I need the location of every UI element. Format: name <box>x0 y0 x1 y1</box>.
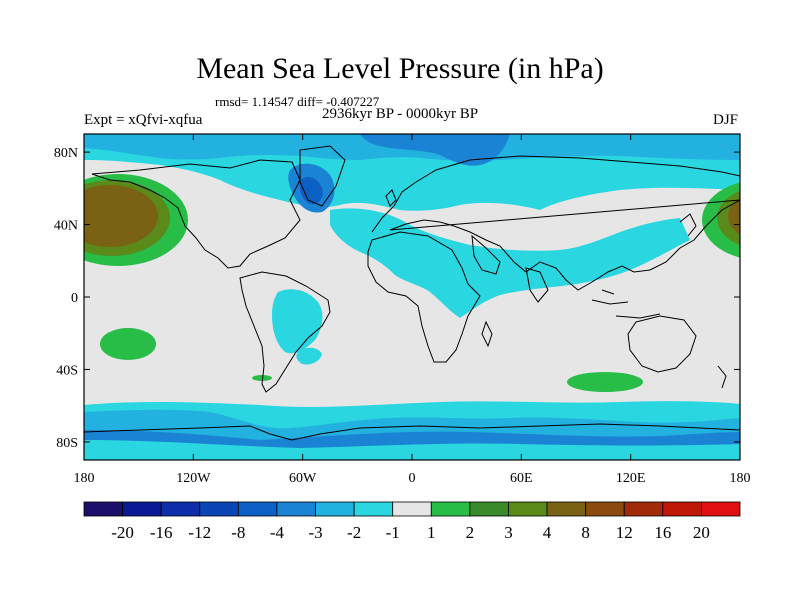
lon-tick-label: 0 <box>409 471 416 486</box>
colorbar-label: 1 <box>427 523 436 542</box>
colorbar-swatch <box>160 501 201 517</box>
antarctica-coast <box>84 423 740 441</box>
longitude-axis: 180 120W 60W 0 60E 120E 180 <box>74 134 751 486</box>
greenland-coast <box>299 145 346 207</box>
lat-tick-label: 40S <box>56 363 78 378</box>
japan-coast <box>679 213 697 237</box>
colorbar: -20 -16 -12 -8 -4 -3 -2 -1 1 2 3 4 8 12 16 20 <box>83 501 741 542</box>
lon-tick-label: 180 <box>74 471 95 486</box>
colorbar-swatch <box>392 501 432 517</box>
pressure-field <box>84 134 740 460</box>
lon-tick-label: 120W <box>176 471 211 486</box>
indian-ocean-green-patch <box>567 372 643 392</box>
south-pacific-green-patch <box>100 328 156 360</box>
colorbar-swatch <box>353 501 394 517</box>
colorbar-label: -2 <box>347 523 361 542</box>
colorbar-label: -16 <box>150 523 173 542</box>
north-pacific-high-brown-east <box>728 197 740 235</box>
south-america-cyan <box>272 289 323 354</box>
lon-tick-label: 120E <box>616 471 646 486</box>
colorbar-label: -8 <box>231 523 245 542</box>
coastlines <box>84 145 740 441</box>
eurasia-coast <box>371 155 740 291</box>
colorbar-swatch <box>469 501 509 517</box>
arabia-coast <box>471 234 501 275</box>
lat-tick-label: 40N <box>54 219 78 234</box>
indonesia-coast <box>591 289 661 319</box>
colorbar-swatch <box>199 501 239 517</box>
colorbar-label: 16 <box>654 523 671 542</box>
north-pacific-high-brown-west <box>84 185 158 247</box>
madagascar-coast <box>481 320 493 348</box>
colorbar-swatch <box>623 501 664 517</box>
colorbar-label: -1 <box>386 523 400 542</box>
south-atlantic-green-speck <box>252 375 272 381</box>
colorbar-label: -12 <box>188 523 211 542</box>
colorbar-label: 2 <box>466 523 475 542</box>
antarctic-cyan-interior <box>84 440 740 460</box>
colorbar-label: 20 <box>693 523 710 542</box>
map-title: Mean Sea Level Pressure (in hPa) <box>196 52 604 85</box>
africa-coast <box>367 231 481 363</box>
colorbar-swatch <box>701 501 741 517</box>
colorbar-swatch <box>430 501 471 517</box>
south-america-coast <box>239 271 331 393</box>
lat-tick-label: 80S <box>56 436 78 451</box>
uk-coast <box>385 189 397 207</box>
colorbar-label: 3 <box>504 523 513 542</box>
colorbar-label: -3 <box>308 523 322 542</box>
colorbar-swatch <box>546 501 587 517</box>
colorbar-swatch <box>662 501 702 517</box>
lat-tick-label: 0 <box>71 291 78 306</box>
colorbar-swatch <box>122 501 162 517</box>
experiment-label: Expt = xQfvi-xqfua <box>84 112 203 128</box>
colorbar-label: -4 <box>270 523 285 542</box>
colorbar-swatch <box>83 501 123 517</box>
colorbar-label: 12 <box>616 523 633 542</box>
time-period-label: 2936kyr BP - 0000kyr BP <box>322 106 479 122</box>
lon-tick-label: 60W <box>289 471 317 486</box>
south-atlantic-cyan-patch <box>296 347 322 365</box>
colorbar-swatch <box>315 501 355 517</box>
tropical-cyan-region <box>330 208 690 318</box>
colorbar-swatch <box>585 501 625 517</box>
season-label: DJF <box>712 112 738 128</box>
colorbar-label: 4 <box>543 523 552 542</box>
arctic-deep-blue <box>360 134 510 166</box>
rmsd-diff-stats: rmsd= 1.14547 diff= -0.407227 <box>215 94 380 109</box>
greenland-dark-blue <box>299 177 323 205</box>
colorbar-label: 8 <box>581 523 590 542</box>
india-coast <box>525 267 549 303</box>
colorbar-label: -20 <box>111 523 134 542</box>
lon-tick-label: 60E <box>510 471 533 486</box>
north-america-coast <box>91 159 301 269</box>
colorbar-swatch <box>508 501 548 517</box>
latitude-axis: 80N 40N 0 40S 80S <box>54 146 740 451</box>
colorbar-swatch <box>276 501 316 517</box>
lat-tick-label: 80N <box>54 146 78 161</box>
lon-tick-label: 180 <box>730 471 751 486</box>
australia-coast <box>627 315 697 373</box>
colorbar-swatch <box>237 501 278 517</box>
new-zealand-coast <box>717 365 727 389</box>
